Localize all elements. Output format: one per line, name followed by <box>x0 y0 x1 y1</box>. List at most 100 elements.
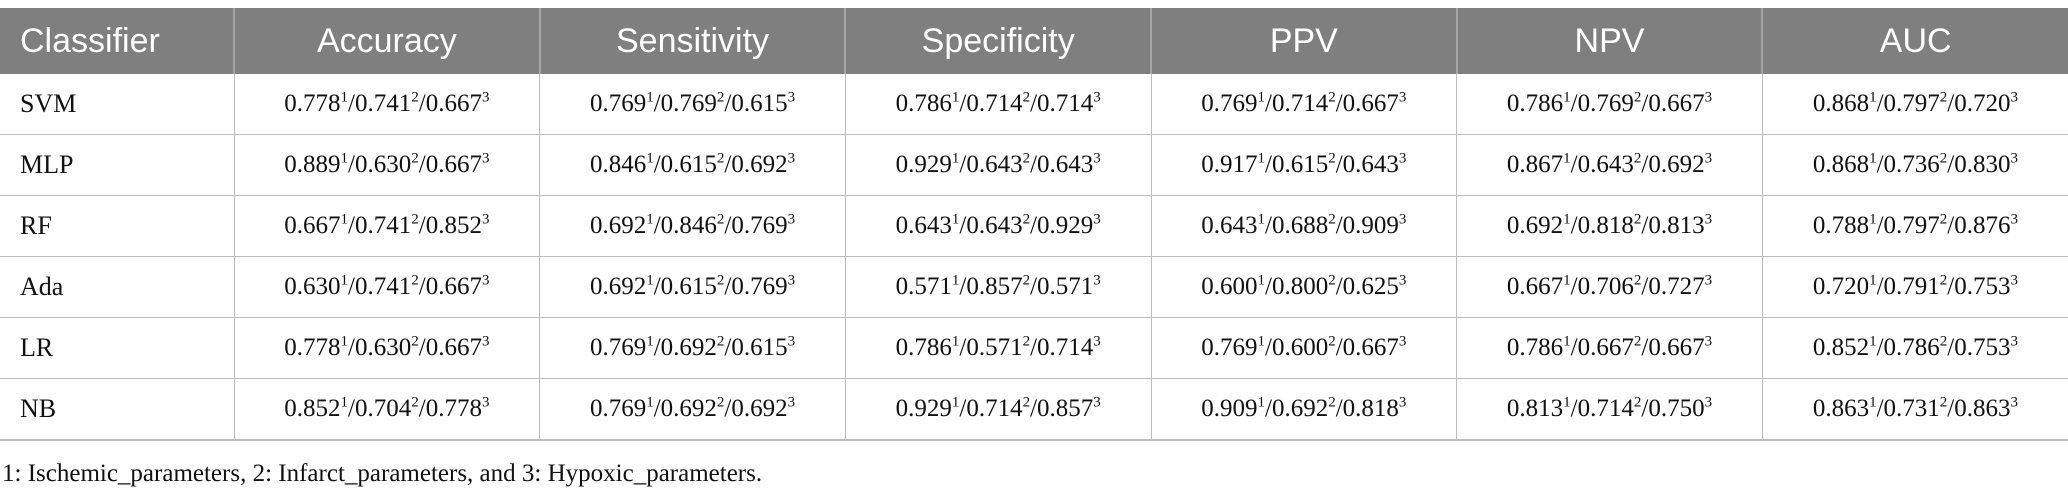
parameter-set-marker: 3 <box>2010 272 2018 289</box>
metric-value: 0.667 <box>425 151 482 178</box>
parameter-set-marker: 1 <box>1869 211 1877 228</box>
metric-value: 0.630 <box>355 151 412 178</box>
parameter-set-marker: 3 <box>1093 89 1101 106</box>
metric-value: 0.692 <box>660 395 717 422</box>
header-ppv: PPV <box>1150 8 1457 74</box>
metric-value: 0.857 <box>1037 395 1094 422</box>
metric-value: 0.615 <box>731 334 788 361</box>
metric-value: 0.797 <box>1883 212 1940 239</box>
results-table-container: Classifier Accuracy Sensitivity Specific… <box>0 8 2068 441</box>
parameter-set-marker: 2 <box>1328 272 1336 289</box>
parameter-set-marker: 3 <box>1398 89 1407 106</box>
value-separator: / <box>348 273 355 300</box>
value-separator: / <box>1030 395 1038 422</box>
metric-value: 0.786 <box>895 90 952 117</box>
value-separator: / <box>1947 273 1955 300</box>
parameter-set-marker: 2 <box>1328 394 1336 411</box>
metric-value: 0.769 <box>731 273 788 300</box>
metric-cell: 0.8681/0.7362/0.8303 <box>1761 134 2068 196</box>
parameter-set-marker: 2 <box>1328 89 1336 106</box>
value-separator: / <box>1265 151 1272 178</box>
parameter-set-marker: 3 <box>1093 211 1101 228</box>
parameter-set-marker: 3 <box>1093 150 1101 167</box>
value-separator: / <box>1570 273 1578 300</box>
metric-cell: 0.7781/0.7412/0.6673 <box>233 74 540 135</box>
value-separator: / <box>1030 151 1038 178</box>
metric-value: 0.917 <box>1201 151 1258 178</box>
parameter-set-marker: 2 <box>716 150 725 167</box>
parameter-set-marker: 1 <box>340 89 349 106</box>
parameter-set-marker: 3 <box>1704 272 1713 289</box>
metric-value: 0.630 <box>355 334 412 361</box>
parameter-set-marker: 1 <box>1257 394 1266 411</box>
parameter-set-marker: 2 <box>1328 150 1336 167</box>
metric-cell: 0.8521/0.7042/0.7783 <box>233 378 540 441</box>
parameter-set-marker: 2 <box>1939 150 1948 167</box>
metric-value: 0.741 <box>355 212 412 239</box>
metric-value: 0.778 <box>284 334 341 361</box>
parameter-set-marker: 2 <box>1633 394 1642 411</box>
metric-value: 0.769 <box>1201 90 1258 117</box>
metric-cell: 0.8681/0.7972/0.7203 <box>1761 74 2068 135</box>
metric-value: 0.769 <box>589 90 647 117</box>
parameter-set-marker: 2 <box>411 89 419 106</box>
value-separator: / <box>653 90 661 117</box>
value-separator: / <box>1876 90 1884 117</box>
metric-cell: 0.6921/0.8182/0.8133 <box>1456 195 1763 257</box>
table-header-row: Classifier Accuracy Sensitivity Specific… <box>0 8 2068 74</box>
metric-cell: 0.5711/0.8572/0.5713 <box>844 256 1152 318</box>
metric-value: 0.800 <box>1271 273 1329 300</box>
value-separator: / <box>1947 151 1955 178</box>
parameter-set-marker: 2 <box>1633 333 1642 350</box>
value-separator: / <box>1265 395 1272 422</box>
metric-value: 0.852 <box>425 212 482 239</box>
parameter-set-marker: 1 <box>1869 89 1877 106</box>
value-separator: / <box>653 273 661 300</box>
metric-cell: 0.7781/0.6302/0.6673 <box>233 317 540 379</box>
table-row: RF 0.6671/0.7412/0.8523 0.6921/0.8462/0.76… <box>0 195 2068 257</box>
metric-value: 0.813 <box>1648 212 1705 239</box>
value-separator: / <box>724 151 732 178</box>
value-separator: / <box>1335 212 1343 239</box>
parameter-set-marker: 1 <box>951 394 960 411</box>
classifier-name: LR <box>0 317 235 379</box>
classifier-name: NB <box>0 378 235 441</box>
value-separator: / <box>1876 212 1884 239</box>
parameter-set-marker: 1 <box>1563 394 1571 411</box>
value-separator: / <box>1641 334 1649 361</box>
metric-value: 0.692 <box>660 334 717 361</box>
classifier-name: MLP <box>0 134 235 196</box>
parameter-set-marker: 1 <box>1563 89 1571 106</box>
value-separator: / <box>1947 334 1955 361</box>
table-body: SVM 0.7781/0.7412/0.6673 0.7691/0.7692/0.6… <box>0 74 2068 441</box>
value-separator: / <box>1570 212 1578 239</box>
metric-cell: 0.6431/0.6432/0.9293 <box>844 195 1152 257</box>
parameter-set-marker: 2 <box>1939 333 1948 350</box>
parameter-set-marker: 1 <box>646 150 654 167</box>
value-separator: / <box>1947 395 1955 422</box>
value-separator: / <box>653 212 661 239</box>
value-separator: / <box>1265 90 1272 117</box>
metric-cell: 0.7691/0.7142/0.6673 <box>1150 74 1457 135</box>
value-separator: / <box>959 334 967 361</box>
parameter-set-marker: 3 <box>787 211 796 228</box>
metric-cell: 0.6671/0.7062/0.7273 <box>1456 256 1763 318</box>
metric-value: 0.692 <box>589 273 647 300</box>
metric-value: 0.667 <box>1648 90 1705 117</box>
value-separator: / <box>653 395 661 422</box>
metric-cell: 0.8631/0.7312/0.8633 <box>1761 378 2068 441</box>
parameter-set-marker: 3 <box>481 150 490 167</box>
metric-value: 0.625 <box>1342 273 1399 300</box>
value-separator: / <box>724 90 732 117</box>
value-separator: / <box>959 151 967 178</box>
header-npv: NPV <box>1455 8 1763 74</box>
metric-value: 0.714 <box>1037 90 1094 117</box>
parameter-set-marker: 3 <box>2010 394 2018 411</box>
parameter-set-marker: 3 <box>2010 211 2018 228</box>
parameter-set-marker: 2 <box>1022 150 1031 167</box>
metric-value: 0.769 <box>589 395 647 422</box>
metric-cell: 0.6671/0.7412/0.8523 <box>233 195 540 257</box>
parameter-set-marker: 3 <box>787 394 796 411</box>
metric-cell: 0.7201/0.7912/0.7533 <box>1761 256 2068 318</box>
metric-value: 0.857 <box>966 273 1023 300</box>
